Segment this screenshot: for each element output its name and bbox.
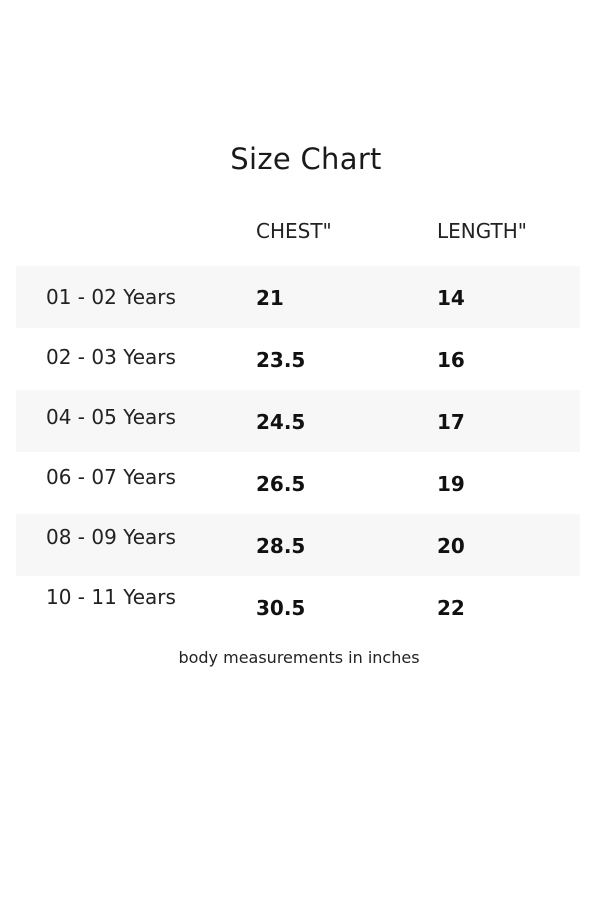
age-range-cell: 04 - 05 Years: [46, 405, 176, 429]
length-cell: 17: [437, 410, 465, 434]
chest-cell: 26.5: [256, 472, 306, 496]
chest-cell: 21: [256, 286, 284, 310]
table-row: 02 - 03 Years 23.5 16: [16, 328, 580, 390]
table-row: 10 - 11 Years 30.5 22: [16, 576, 580, 638]
chest-cell: 23.5: [256, 348, 306, 372]
table-row: 06 - 07 Years 26.5 19: [16, 452, 580, 514]
age-range-cell: 02 - 03 Years: [46, 345, 176, 369]
column-header-length: LENGTH": [437, 219, 527, 243]
length-cell: 19: [437, 472, 465, 496]
table-row: 01 - 02 Years 21 14: [16, 266, 580, 328]
length-cell: 16: [437, 348, 465, 372]
table-row: 08 - 09 Years 28.5 20: [16, 514, 580, 576]
column-header-chest: CHEST": [256, 219, 332, 243]
table-row: 04 - 05 Years 24.5 17: [16, 390, 580, 452]
footnote: body measurements in inches: [178, 648, 420, 667]
page-title: Size Chart: [230, 142, 382, 176]
age-range-cell: 01 - 02 Years: [46, 285, 176, 309]
age-range-cell: 06 - 07 Years: [46, 465, 176, 489]
length-cell: 14: [437, 286, 465, 310]
age-range-cell: 08 - 09 Years: [46, 525, 176, 549]
chest-cell: 24.5: [256, 410, 306, 434]
size-table: 01 - 02 Years 21 14 02 - 03 Years 23.5 1…: [16, 266, 580, 638]
age-range-cell: 10 - 11 Years: [46, 585, 176, 609]
length-cell: 20: [437, 534, 465, 558]
chest-cell: 30.5: [256, 596, 306, 620]
chest-cell: 28.5: [256, 534, 306, 558]
length-cell: 22: [437, 596, 465, 620]
